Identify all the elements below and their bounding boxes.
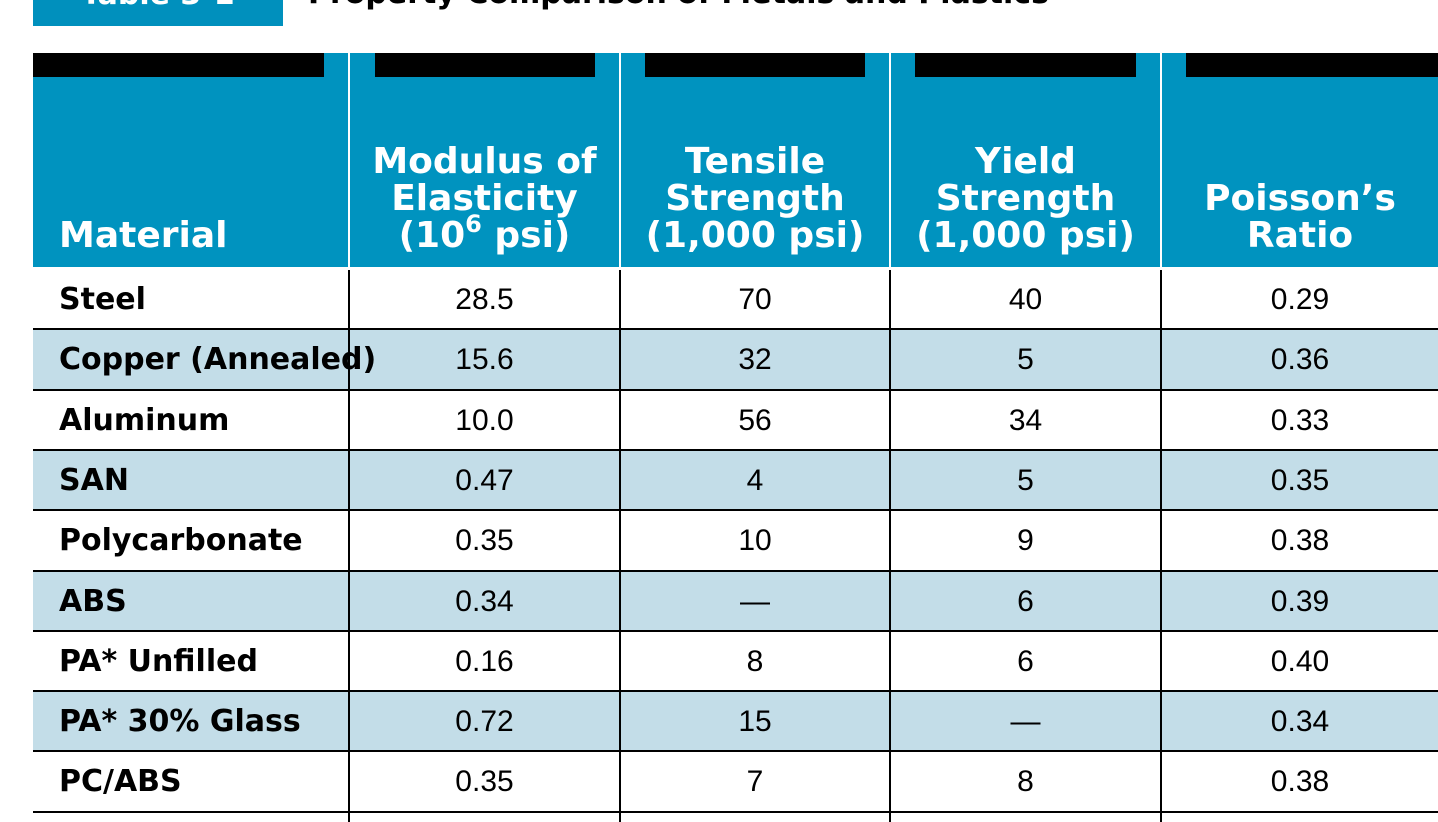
cell-poisson: 0.40 bbox=[1270, 645, 1330, 678]
cell-material: Aluminum bbox=[59, 403, 230, 438]
header-bar bbox=[915, 53, 1136, 77]
cell-tensile: 10 bbox=[738, 524, 772, 557]
cell-material: PA* 30% Glass bbox=[59, 704, 301, 739]
cell-modulus: 15.6 bbox=[455, 343, 514, 376]
cell-tensile: 15 bbox=[738, 705, 772, 738]
cell-modulus: 0.34 bbox=[455, 585, 514, 618]
header-bar bbox=[33, 53, 324, 77]
header-bar bbox=[645, 53, 865, 77]
cell-poisson: 0.33 bbox=[1270, 404, 1330, 437]
column-header-yield: Yield Strength (1,000 psi) bbox=[916, 141, 1135, 256]
table-label: Table 3-1 bbox=[33, 0, 283, 26]
table-row: Steel 28.5 70 40 0.29 bbox=[33, 270, 1438, 330]
table-row: SAN 0.47 4 5 0.35 bbox=[33, 451, 1438, 511]
table-row: PA* 30% Glass 0.72 15 — 0.34 bbox=[33, 692, 1438, 752]
table-row: PA* Unfilled 0.16 8 6 0.40 bbox=[33, 632, 1438, 692]
header-divider bbox=[348, 53, 350, 267]
table-title: Property Comparison of Metals and Plasti… bbox=[308, 0, 1049, 14]
column-divider bbox=[889, 270, 891, 822]
cell-material: PC/ABS bbox=[59, 764, 182, 799]
column-header-poisson: Poisson’s Ratio bbox=[1204, 178, 1396, 256]
cell-modulus: 10.0 bbox=[455, 404, 514, 437]
cell-tensile: 56 bbox=[738, 404, 772, 437]
column-divider bbox=[348, 270, 350, 822]
cell-yield: 5 bbox=[1017, 343, 1034, 376]
cell-tensile: 7 bbox=[746, 765, 764, 798]
cell-poisson: 0.39 bbox=[1270, 585, 1330, 618]
header-divider bbox=[1160, 53, 1162, 267]
table-header bbox=[33, 53, 1438, 267]
header-bar bbox=[375, 53, 595, 77]
cell-yield: 40 bbox=[1008, 283, 1043, 316]
cell-material: Copper (Annealed) bbox=[59, 342, 377, 377]
cell-yield: 34 bbox=[1008, 404, 1043, 437]
table-row: Aluminum 10.0 56 34 0.33 bbox=[33, 391, 1438, 451]
cell-material: Steel bbox=[59, 282, 146, 317]
cell-yield: 6 bbox=[1017, 645, 1034, 678]
cell-tensile: 70 bbox=[738, 283, 772, 316]
column-header-material: Material bbox=[59, 215, 228, 256]
cell-tensile: 4 bbox=[746, 464, 764, 497]
cell-tensile: — bbox=[740, 585, 770, 618]
cell-tensile: 8 bbox=[746, 645, 764, 678]
column-header-modulus: Modulus of Elasticity (106 psi) bbox=[372, 141, 597, 256]
cell-tensile: 32 bbox=[738, 343, 772, 376]
table-row: Polycarbonate 0.35 10 9 0.38 bbox=[33, 511, 1438, 572]
cell-modulus: 28.5 bbox=[455, 283, 514, 316]
header-divider bbox=[619, 53, 621, 267]
cell-modulus: 0.47 bbox=[455, 464, 514, 497]
column-header-tensile: Tensile Strength (1,000 psi) bbox=[645, 141, 865, 256]
table-row: ABS 0.34 — 6 0.39 bbox=[33, 572, 1438, 632]
cell-material: PA* Unfilled bbox=[59, 644, 258, 679]
cell-modulus: 0.16 bbox=[455, 645, 514, 678]
cell-poisson: 0.35 bbox=[1270, 464, 1330, 497]
column-divider bbox=[619, 270, 621, 822]
cell-modulus: 0.35 bbox=[455, 524, 514, 557]
cell-material: Polycarbonate bbox=[59, 523, 303, 558]
cell-poisson: 0.29 bbox=[1270, 283, 1330, 316]
cell-yield: 6 bbox=[1017, 585, 1034, 618]
cell-yield: 8 bbox=[1017, 765, 1034, 798]
cell-modulus: 0.72 bbox=[455, 705, 514, 738]
cell-yield: — bbox=[1010, 705, 1041, 738]
header-divider bbox=[889, 53, 891, 267]
cell-poisson: 0.34 bbox=[1270, 705, 1330, 738]
cell-material: SAN bbox=[59, 463, 129, 498]
cell-yield: 9 bbox=[1017, 524, 1034, 557]
header-bar bbox=[1186, 53, 1438, 77]
table-row: Copper (Annealed) 15.6 32 5 0.36 bbox=[33, 330, 1438, 391]
cell-material: ABS bbox=[59, 584, 127, 619]
cell-modulus: 0.35 bbox=[455, 765, 514, 798]
cell-poisson: 0.36 bbox=[1270, 343, 1330, 376]
table-row: PC/ABS 0.35 7 8 0.38 bbox=[33, 752, 1438, 813]
column-divider bbox=[1160, 270, 1162, 822]
cell-poisson: 0.38 bbox=[1270, 524, 1330, 557]
cell-poisson: 0.38 bbox=[1270, 765, 1330, 798]
cell-yield: 5 bbox=[1017, 464, 1034, 497]
